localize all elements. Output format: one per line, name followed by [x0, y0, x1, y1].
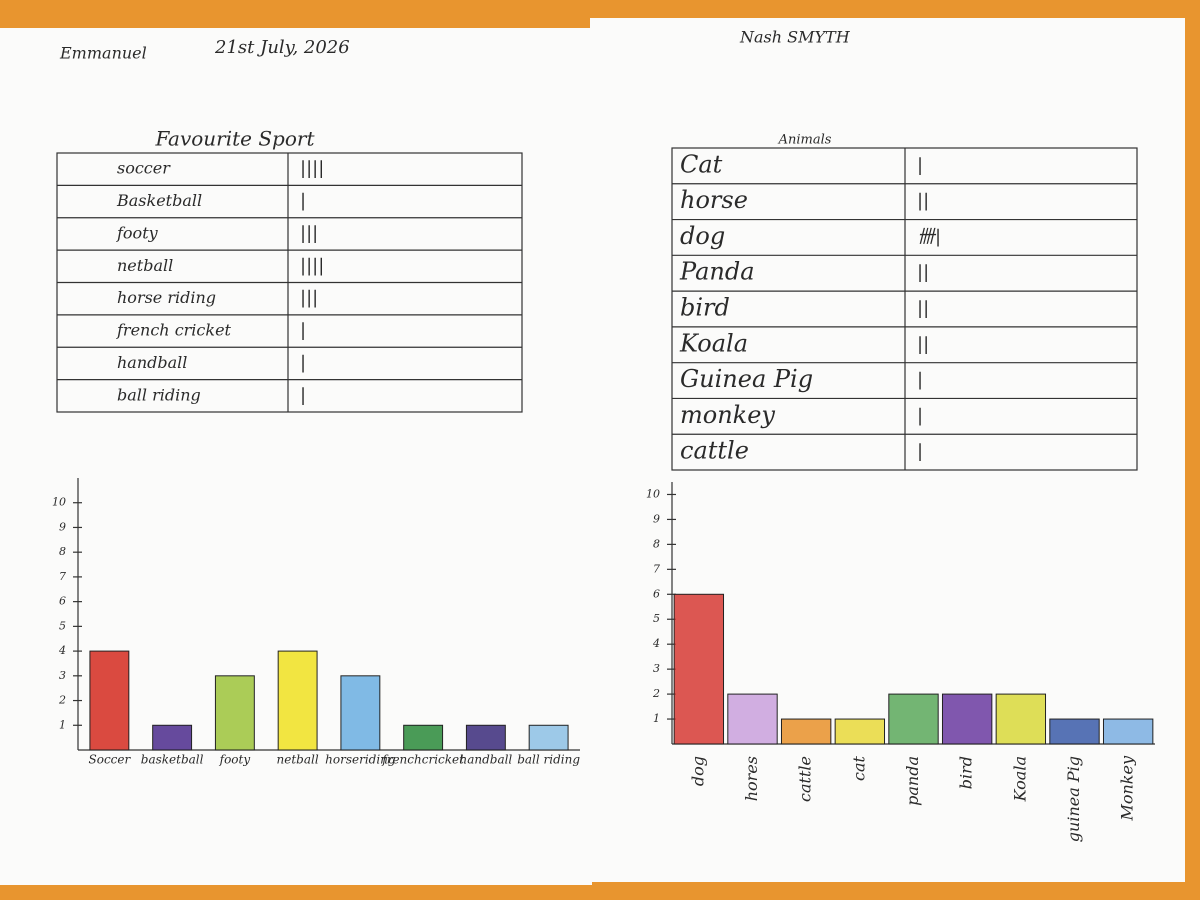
bar: [89, 650, 130, 751]
y-tick-label: 9: [653, 512, 660, 525]
tally: |||: [300, 223, 318, 244]
y-tick-label: 9: [59, 520, 66, 533]
x-tick-label: Soccer: [89, 753, 132, 767]
tally: 卌|: [917, 226, 941, 247]
bar: [214, 675, 255, 751]
bar: [528, 724, 569, 751]
y-tick-label: 3: [59, 669, 66, 682]
bar: [1049, 718, 1100, 745]
tally: ||: [917, 298, 929, 319]
y-tick-label: 1: [653, 712, 660, 725]
x-tick-label: handball: [459, 753, 512, 767]
tally: |: [917, 370, 923, 391]
table-label: horse: [680, 186, 748, 214]
table-label: Panda: [679, 258, 755, 286]
table-title: Animals: [778, 133, 832, 148]
bar: [673, 593, 725, 745]
bar: [888, 693, 939, 745]
y-tick-label: 2: [652, 687, 660, 700]
x-tick-label: cat: [849, 755, 868, 781]
x-tick-label: horseriding: [325, 753, 396, 767]
y-tick-label: 1: [59, 718, 66, 731]
table-label: footy: [116, 223, 159, 242]
table-label: horse riding: [117, 288, 216, 307]
y-tick-label: 8: [59, 545, 66, 558]
table-label: Guinea Pig: [680, 365, 813, 393]
table-label: soccer: [117, 159, 171, 178]
x-tick-label: dog: [688, 756, 707, 786]
table-label: cattle: [680, 437, 749, 465]
x-tick-label: hores: [742, 756, 761, 801]
y-tick-label: 2: [58, 694, 66, 707]
bar: [727, 693, 778, 745]
y-tick-label: 3: [653, 662, 660, 675]
date: 21st July, 2026: [214, 37, 350, 58]
table-label: netball: [117, 256, 173, 275]
table-label: bird: [680, 294, 730, 322]
y-tick-label: 5: [59, 619, 66, 632]
bar: [403, 724, 444, 751]
y-tick-label: 8: [653, 537, 660, 550]
bar: [995, 693, 1047, 745]
tally: ||||: [300, 158, 324, 179]
bar: [834, 718, 886, 745]
y-tick-label: 4: [652, 637, 660, 650]
x-tick-label: netball: [277, 753, 319, 767]
bar: [1102, 718, 1154, 745]
table-label: dog: [680, 222, 725, 250]
table-label: Cat: [680, 150, 723, 178]
x-tick-label: Koala: [1010, 756, 1029, 802]
table-label: ball riding: [117, 385, 201, 404]
y-tick-label: 10: [646, 487, 660, 500]
bar: [780, 718, 832, 745]
bar: [277, 650, 318, 751]
y-tick-label: 6: [59, 595, 66, 608]
x-tick-label: ball riding: [517, 753, 580, 767]
student-name: Nash SMYTH: [739, 28, 851, 47]
y-tick-label: 6: [653, 587, 660, 600]
tally: |: [300, 352, 306, 373]
tally: |: [300, 385, 306, 406]
table-label: handball: [117, 353, 187, 372]
table-title: Favourite Sport: [155, 127, 316, 151]
x-tick-label: panda: [903, 756, 922, 806]
tally: |: [300, 320, 306, 341]
tally: |||: [300, 288, 318, 309]
x-tick-label: basketball: [141, 753, 204, 767]
x-tick-label: Monkey: [1118, 755, 1137, 821]
table-label: monkey: [680, 401, 775, 429]
y-tick-label: 5: [653, 612, 660, 625]
tally: |: [917, 441, 923, 462]
table-label: Koala: [679, 329, 748, 357]
x-tick-label: guinea Pig: [1064, 756, 1083, 842]
bar: [152, 724, 193, 751]
student-name: Emmanuel: [59, 44, 147, 63]
tally: |: [917, 155, 923, 176]
table-label: Basketball: [116, 191, 202, 210]
tally: ||: [917, 334, 929, 355]
x-tick-label: bird: [957, 756, 976, 789]
bar: [941, 693, 993, 745]
y-tick-label: 7: [653, 562, 660, 575]
table-label: french cricket: [116, 321, 232, 340]
tally: ||: [917, 191, 929, 212]
y-tick-label: 7: [59, 570, 66, 583]
x-tick-label: frenchcricket: [381, 753, 464, 767]
y-tick-label: 10: [52, 496, 66, 509]
y-tick-label: 4: [58, 644, 66, 657]
tally: |: [917, 405, 923, 426]
x-tick-label: cattle: [796, 756, 815, 802]
bar: [340, 675, 381, 751]
tally: |: [300, 191, 306, 212]
tally: ||||: [300, 255, 324, 276]
x-tick-label: footy: [219, 753, 251, 767]
tally: ||: [917, 262, 929, 283]
bar: [465, 724, 506, 751]
